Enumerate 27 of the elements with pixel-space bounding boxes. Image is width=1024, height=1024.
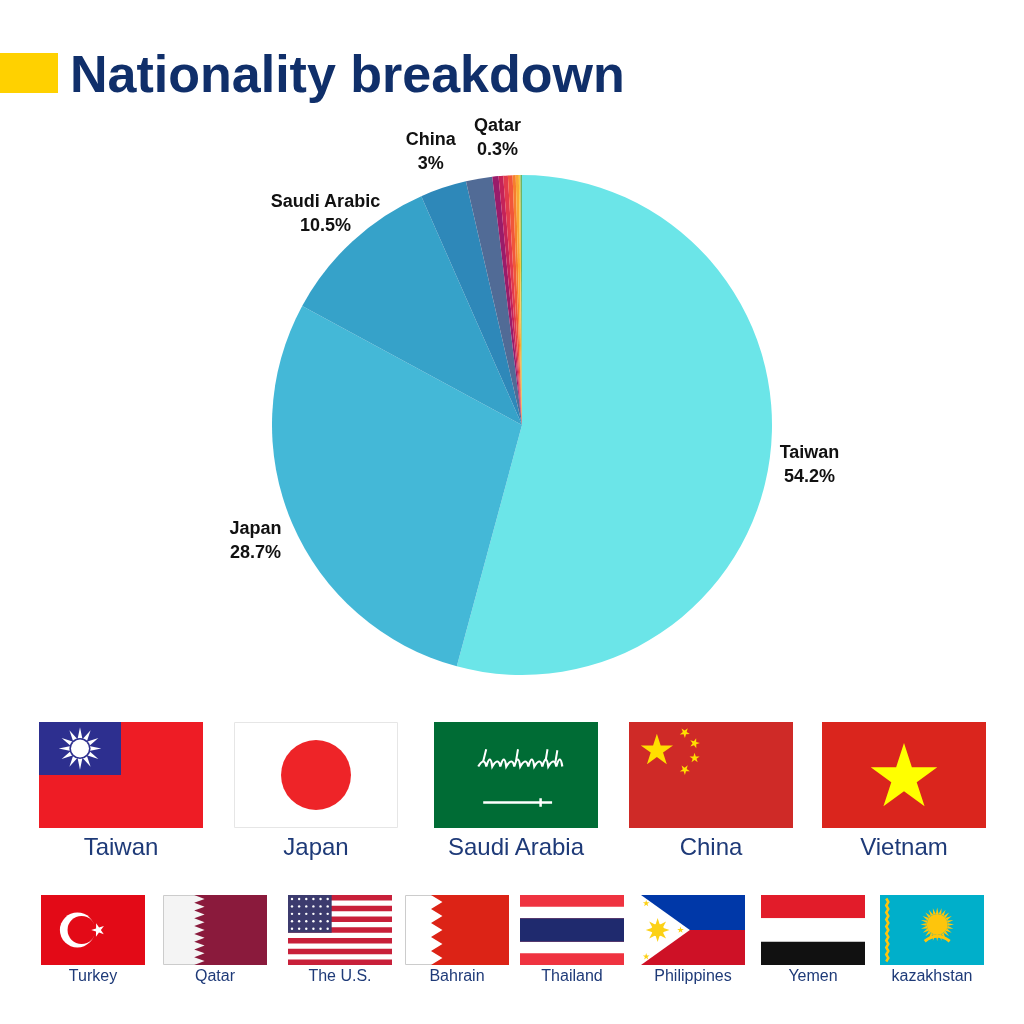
data-label: 3%	[417, 152, 444, 173]
text: Philippines	[654, 967, 732, 984]
data-label: 0.3%	[476, 139, 518, 160]
data-label: 10.5%	[299, 214, 352, 235]
slice-label: Japan	[229, 518, 282, 539]
pie-slice	[456, 175, 772, 675]
pie-slice	[465, 176, 522, 425]
pie-slice	[421, 181, 522, 425]
chart-title: Nationality breakdown	[70, 45, 625, 103]
data-label: 54.2%	[783, 466, 835, 487]
slice-label: Qatar	[473, 115, 521, 136]
data-label: 28.7%	[229, 542, 282, 563]
text: The U.S.	[308, 967, 372, 984]
text: Vietnam	[860, 833, 948, 860]
text: Thailand	[541, 967, 603, 984]
text: Saudi Arabia	[447, 833, 585, 860]
text: Japan	[283, 833, 349, 860]
text: Turkey	[68, 967, 118, 984]
text: China	[679, 833, 743, 860]
text: kazakhstan	[891, 967, 973, 984]
text: Taiwan	[83, 833, 159, 860]
text: Bahrain	[429, 967, 485, 984]
slice-label: Saudi Arabic	[270, 190, 381, 211]
slice-label: China	[405, 128, 457, 149]
slice-label: Taiwan	[779, 442, 840, 463]
text: Yemen	[788, 967, 838, 984]
text: Qatar	[194, 967, 236, 984]
